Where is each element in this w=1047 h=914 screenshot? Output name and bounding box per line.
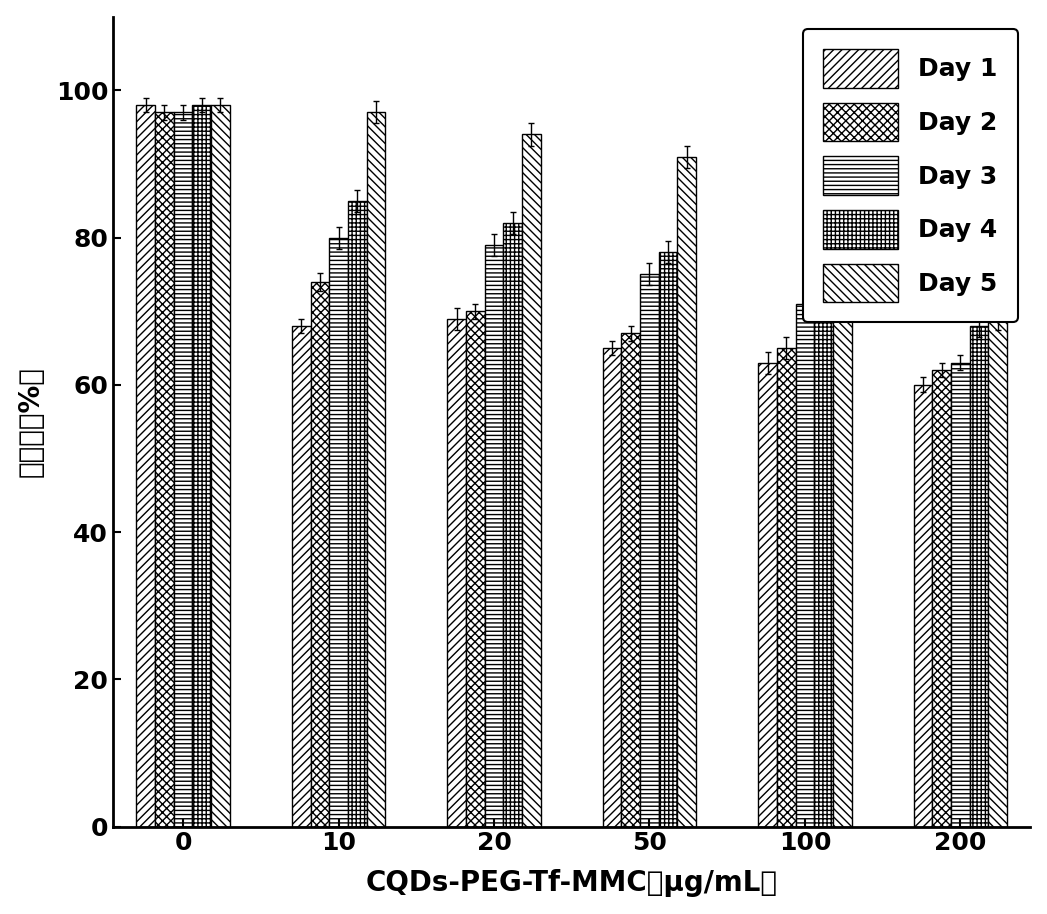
Bar [777, 348, 796, 826]
Bar [447, 319, 466, 826]
Bar [640, 274, 659, 826]
Bar [155, 112, 174, 826]
Bar [292, 326, 311, 826]
Bar [366, 112, 385, 826]
Y-axis label: 存活率（%）: 存活率（%） [17, 367, 45, 477]
Bar [677, 156, 696, 826]
Bar [796, 303, 815, 826]
Bar [988, 319, 1007, 826]
Bar [659, 252, 677, 826]
Bar [914, 385, 933, 826]
Bar [504, 223, 522, 826]
Bar [815, 245, 833, 826]
Bar [174, 112, 193, 826]
Bar [348, 201, 366, 826]
Bar [466, 311, 485, 826]
Bar [485, 245, 504, 826]
Bar [603, 348, 622, 826]
Bar [136, 105, 155, 826]
Bar [951, 363, 970, 826]
Bar [833, 245, 851, 826]
Bar [211, 105, 229, 826]
Bar [933, 370, 951, 826]
Bar [522, 134, 540, 826]
Bar [622, 334, 640, 826]
Bar [311, 282, 329, 826]
Bar [970, 326, 988, 826]
Bar [193, 105, 211, 826]
Legend: Day 1, Day 2, Day 3, Day 4, Day 5: Day 1, Day 2, Day 3, Day 4, Day 5 [803, 29, 1018, 323]
Bar [758, 363, 777, 826]
Bar [329, 238, 348, 826]
X-axis label: CQDs-PEG-Tf-MMC（μg/mL）: CQDs-PEG-Tf-MMC（μg/mL） [365, 869, 778, 898]
